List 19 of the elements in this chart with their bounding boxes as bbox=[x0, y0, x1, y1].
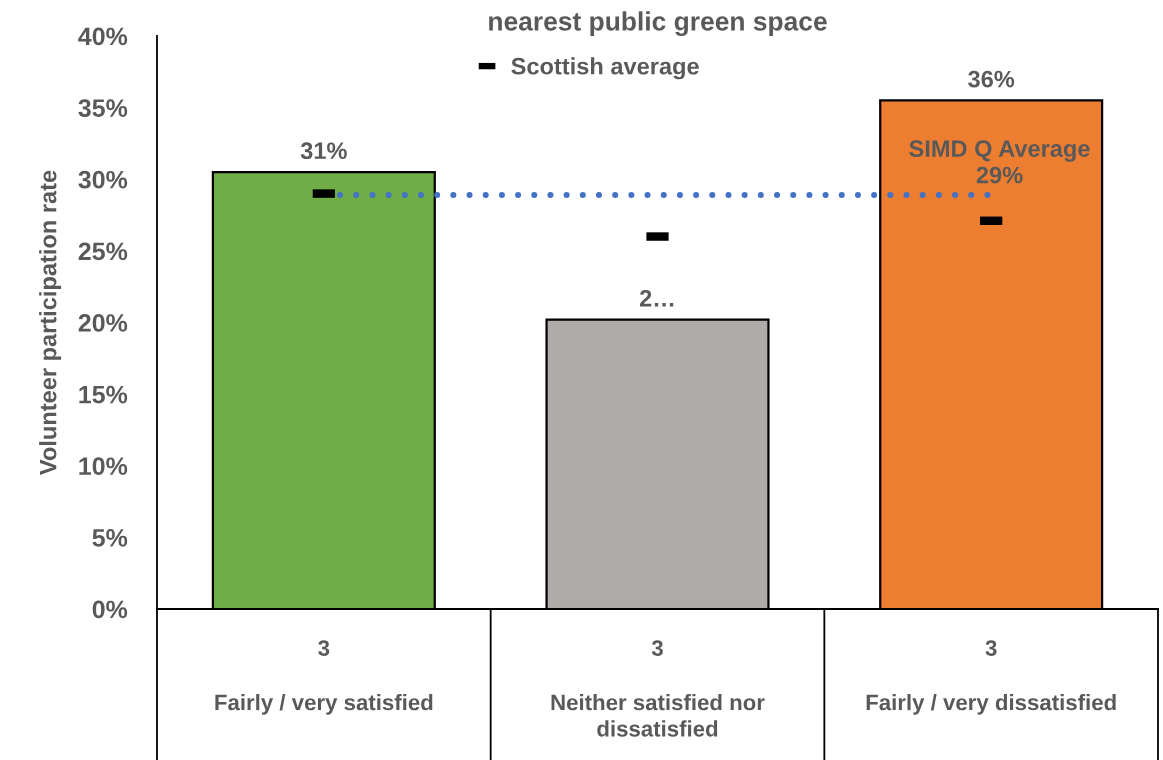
y-tick-label: 35% bbox=[78, 99, 128, 117]
y-tick-label: 0% bbox=[92, 600, 128, 619]
category-label: 3 Fairly / very dissatisfied bbox=[866, 640, 1116, 715]
chart-title: nearest public green space bbox=[489, 11, 827, 36]
y-tick-label: 10% bbox=[79, 457, 128, 476]
y-tick-label: 15% bbox=[79, 385, 128, 404]
legend-label: Scottish average bbox=[511, 57, 699, 80]
data-label: 2… bbox=[639, 289, 674, 307]
category-label: 3 Fairly / very satisfied bbox=[215, 640, 433, 715]
ref-line-label: SIMD Q Average 29% bbox=[909, 140, 1090, 184]
y-axis-title: Volunteer participation rate bbox=[39, 170, 62, 475]
y-tick-label: 40% bbox=[78, 27, 128, 46]
y-tick-label: 25% bbox=[78, 242, 128, 261]
data-label: 36% bbox=[968, 70, 1015, 88]
y-tick-label: 20% bbox=[78, 314, 128, 332]
y-tick-label: 5% bbox=[92, 529, 128, 547]
data-label: 31% bbox=[300, 142, 347, 160]
y-tick-label: 30% bbox=[78, 170, 128, 189]
category-label: 3 Neither satisfied nor dissatisfied bbox=[551, 640, 765, 737]
